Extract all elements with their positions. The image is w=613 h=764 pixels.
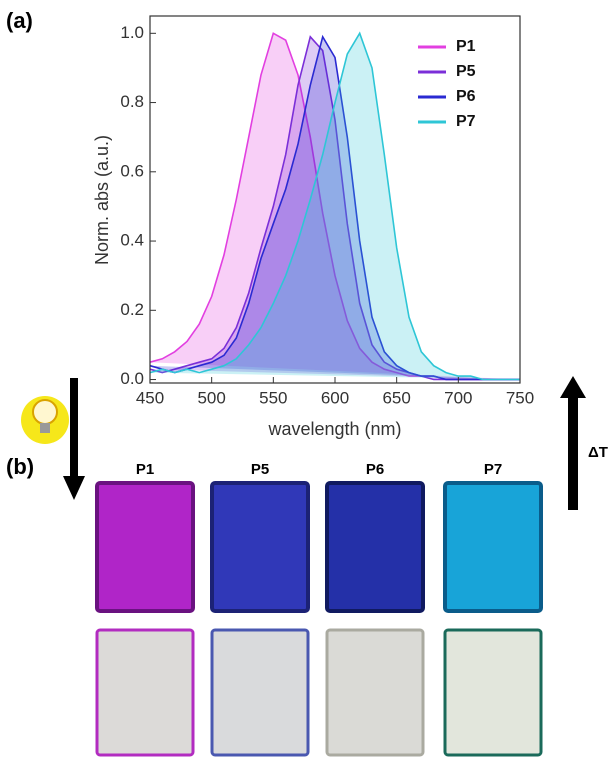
y-tick-label: 0.2 [120,300,144,319]
photo-bleached [210,628,310,757]
x-tick-label: 450 [136,388,164,407]
photo-bleached [95,628,195,757]
x-axis-label: wavelength (nm) [267,419,401,439]
legend-label: P5 [456,63,476,80]
photo-colored [325,481,425,613]
photo-title: P5 [251,461,269,478]
y-tick-label: 1.0 [120,23,144,42]
y-tick-label: 0.0 [120,369,144,388]
photo-title: P1 [136,461,154,478]
x-tick-label: 600 [321,388,349,407]
legend-label: P1 [456,38,476,55]
x-tick-label: 650 [382,388,410,407]
photo-bleached [443,628,543,757]
bulb-icon [21,396,69,444]
photo-colored [443,481,543,613]
photo-colored [210,481,310,613]
x-tick-label: 750 [506,388,534,407]
legend-label: P6 [456,88,476,105]
y-tick-label: 0.4 [120,231,144,250]
delta-t-label: ΔT [588,444,608,461]
x-tick-label: 700 [444,388,472,407]
panel-label: (a) [6,8,33,33]
series-area [149,31,520,381]
photo-title: P7 [484,461,502,478]
y-tick-label: 0.8 [120,92,144,111]
up-arrow [560,376,586,510]
legend-label: P7 [456,113,476,130]
x-tick-label: 550 [259,388,287,407]
y-tick-label: 0.6 [120,161,144,180]
photo-colored [95,481,195,613]
x-tick-label: 500 [197,388,225,407]
y-axis-label: Norm. abs (a.u.) [92,135,112,265]
down-arrow [63,378,85,500]
panel-label: (b) [6,454,34,479]
photo-title: P6 [366,461,384,478]
photo-bleached [325,628,425,757]
